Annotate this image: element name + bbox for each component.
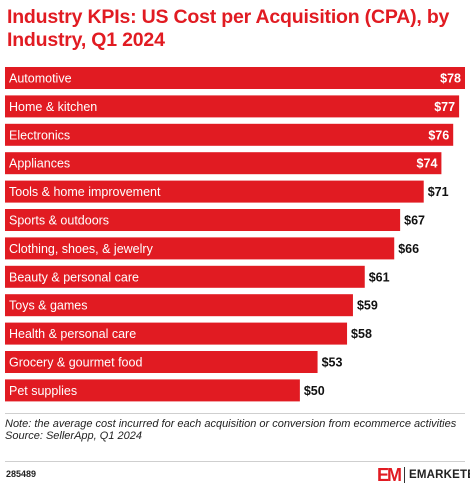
bar bbox=[5, 123, 454, 146]
bar-chart: Automotive $78 Home & kitchen $77 Electronic… bbox=[5, 67, 465, 402]
category-label: Toys & games bbox=[9, 299, 88, 313]
bar bbox=[5, 294, 353, 317]
category-label: Automotive bbox=[9, 72, 72, 86]
brand-name: EMARKETER bbox=[409, 469, 470, 481]
category-label: Pet supplies bbox=[9, 384, 77, 398]
value-label: $76 bbox=[428, 128, 449, 142]
emarketer-logo: EM EMARKETER bbox=[377, 464, 470, 486]
divider-bottom bbox=[5, 461, 465, 462]
chart-id: 285489 bbox=[6, 469, 37, 479]
bar bbox=[5, 351, 318, 373]
category-label: Health & personal care bbox=[9, 327, 136, 341]
category-label: Clothing, shoes, & jewelry bbox=[9, 242, 154, 256]
category-label: Appliances bbox=[9, 157, 70, 171]
em-logo-icon: EM bbox=[377, 464, 402, 485]
value-label: $78 bbox=[440, 72, 461, 86]
value-label: $67 bbox=[404, 214, 425, 228]
value-label: $50 bbox=[304, 384, 325, 398]
category-label: Beauty & personal care bbox=[9, 270, 139, 284]
category-label: Tools & home improvement bbox=[9, 185, 161, 199]
logo-separator bbox=[404, 467, 405, 483]
category-label: Sports & outdoors bbox=[9, 214, 109, 228]
value-label: $58 bbox=[351, 327, 372, 341]
divider-top bbox=[5, 413, 465, 414]
value-label: $77 bbox=[434, 100, 455, 114]
value-label: $59 bbox=[357, 299, 378, 313]
bar bbox=[5, 265, 365, 288]
value-label: $61 bbox=[369, 270, 390, 284]
category-label: Home & kitchen bbox=[9, 100, 97, 114]
value-label: $71 bbox=[428, 185, 449, 199]
chart-note: Note: the average cost incurred for each… bbox=[5, 418, 465, 442]
bar bbox=[5, 67, 465, 89]
bar bbox=[5, 237, 395, 260]
bar bbox=[5, 180, 424, 203]
category-label: Electronics bbox=[9, 128, 70, 142]
category-label: Grocery & gourmet food bbox=[9, 356, 142, 370]
value-label: $66 bbox=[398, 242, 419, 256]
bar bbox=[5, 152, 442, 175]
note-text: Note: the average cost incurred for each… bbox=[5, 418, 457, 430]
bar bbox=[5, 95, 460, 118]
value-label: $53 bbox=[322, 356, 343, 370]
bar bbox=[5, 379, 300, 402]
bar bbox=[5, 209, 401, 231]
source-text: Source: SellerApp, Q1 2024 bbox=[5, 430, 142, 442]
chart-title: Industry KPIs: US Cost per Acquisition (… bbox=[7, 6, 450, 51]
bar bbox=[5, 322, 348, 345]
value-label: $74 bbox=[417, 157, 438, 171]
